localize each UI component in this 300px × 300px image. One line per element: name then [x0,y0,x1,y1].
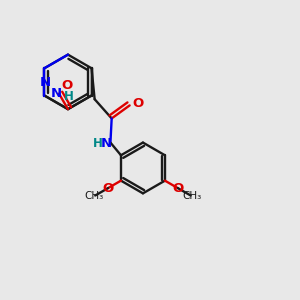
Text: CH₃: CH₃ [182,191,201,201]
Text: N: N [100,137,112,150]
Text: N: N [40,76,51,89]
Text: O: O [103,182,114,195]
Text: H: H [64,90,74,103]
Text: O: O [61,79,73,92]
Text: O: O [172,182,184,195]
Text: N: N [51,86,62,100]
Text: H: H [92,137,102,150]
Text: O: O [132,98,143,110]
Text: CH₃: CH₃ [85,191,104,201]
